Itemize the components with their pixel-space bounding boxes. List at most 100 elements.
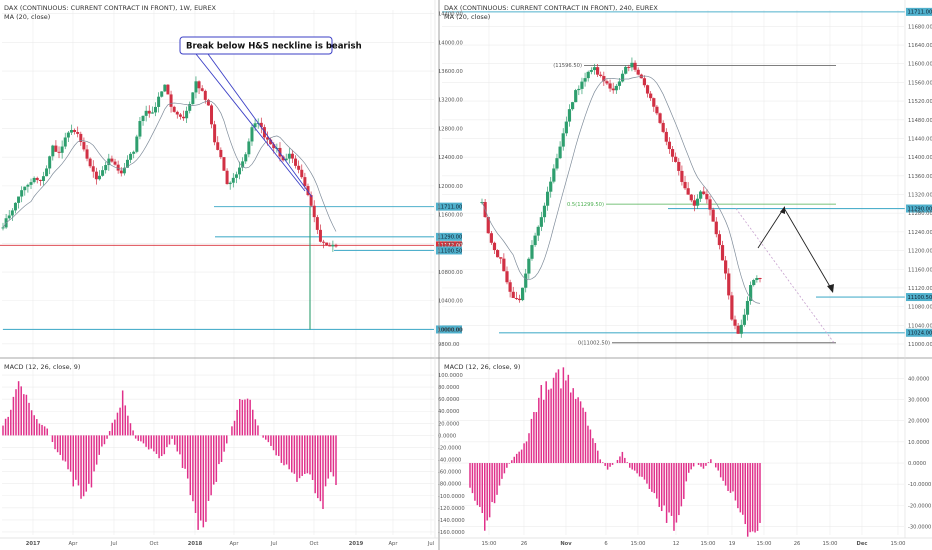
right-x-tick: 15:00 bbox=[631, 541, 646, 547]
left-candle bbox=[166, 84, 170, 95]
right-candle bbox=[661, 120, 665, 134]
right-price-y-tick: 11440.00 bbox=[908, 136, 932, 142]
right-candle bbox=[564, 116, 568, 137]
left-candle bbox=[60, 140, 64, 159]
right-candle bbox=[720, 240, 725, 261]
left-x-tick: Apr bbox=[389, 541, 399, 547]
right-candle bbox=[633, 60, 637, 72]
left-candle bbox=[82, 137, 86, 152]
right-macd-y-tick: 20.0000 bbox=[908, 419, 929, 425]
left-candle bbox=[101, 166, 105, 177]
right-candle bbox=[739, 319, 743, 338]
left-candle bbox=[116, 160, 120, 174]
forecast-arrow[interactable] bbox=[757, 207, 833, 291]
right-candle bbox=[595, 63, 600, 78]
left-candle bbox=[45, 165, 49, 177]
left-candle bbox=[141, 115, 145, 126]
left-candle bbox=[210, 103, 214, 129]
left-candle bbox=[194, 76, 198, 99]
right-candle bbox=[483, 198, 487, 218]
left-candle bbox=[178, 112, 182, 120]
left-candle bbox=[284, 153, 288, 161]
left-candle bbox=[312, 200, 316, 223]
right-candle bbox=[589, 67, 593, 75]
left-price-tag: 11711.00 bbox=[436, 202, 462, 211]
left-macd-y-tick: -120.0000 bbox=[438, 506, 465, 512]
right-candle bbox=[655, 105, 659, 116]
right-candle bbox=[527, 257, 531, 279]
right-candle bbox=[608, 79, 612, 92]
left-candle bbox=[138, 116, 142, 140]
left-candle bbox=[247, 138, 251, 158]
right-candle bbox=[636, 67, 640, 76]
left-candle bbox=[17, 196, 21, 209]
left-candle bbox=[328, 242, 332, 247]
right-candle bbox=[727, 268, 731, 300]
left-candle bbox=[10, 208, 14, 221]
left-candle bbox=[129, 151, 133, 164]
left-candle bbox=[69, 124, 73, 136]
right-price-y-tick: 11360.00 bbox=[908, 174, 932, 180]
right-candle bbox=[524, 268, 528, 293]
right-x-tick: 26 bbox=[794, 541, 801, 547]
right-candle bbox=[745, 296, 750, 321]
left-price-y-tick: 14000.00 bbox=[438, 40, 463, 46]
left-x-tick: 2019 bbox=[349, 541, 364, 547]
right-candle bbox=[561, 128, 565, 151]
right-candle bbox=[658, 112, 662, 125]
right-macd-y-tick: -20.0000 bbox=[908, 503, 931, 509]
right-price-tag: 11100.50 bbox=[906, 293, 932, 302]
left-price-y-tick: 12000.00 bbox=[438, 184, 463, 190]
right-candle bbox=[511, 286, 515, 299]
left-candle bbox=[153, 102, 157, 117]
left-candle bbox=[325, 242, 329, 246]
candles-layer bbox=[1, 57, 762, 338]
left-price-y-tick: 10000.00 bbox=[438, 327, 463, 333]
right-candle bbox=[627, 64, 631, 72]
forecast-arrowhead bbox=[780, 206, 785, 214]
left-candle bbox=[191, 92, 195, 106]
right-candle bbox=[486, 216, 490, 234]
left-price-y-tick: 13600.00 bbox=[438, 69, 463, 75]
right-candle bbox=[642, 75, 647, 88]
right-price-y-tick: 11120.00 bbox=[908, 286, 932, 292]
left-candle bbox=[250, 123, 254, 146]
annotation-layer[interactable]: Break below H&S neckline is bearish bbox=[179, 36, 835, 344]
hs-annotation-callout[interactable]: Break below H&S neckline is bearish bbox=[179, 36, 362, 55]
left-x-tick: Oct bbox=[310, 541, 319, 547]
right-x-tick: 15:00 bbox=[891, 541, 906, 547]
right-candle bbox=[567, 104, 572, 127]
right-candle bbox=[649, 91, 653, 101]
right-candle bbox=[517, 294, 522, 303]
levels-layer[interactable]: 11711.0011290.0011172.0011100.5010000.00… bbox=[0, 7, 932, 347]
left-candle bbox=[169, 90, 173, 113]
left-candle bbox=[110, 155, 114, 163]
left-candle bbox=[213, 120, 217, 146]
left-candle bbox=[20, 186, 24, 203]
right-candle bbox=[717, 230, 721, 250]
left-candle bbox=[104, 161, 108, 174]
svg-text:11290.00: 11290.00 bbox=[908, 206, 932, 212]
left-candle bbox=[13, 202, 17, 214]
right-macd-y-tick: 0.0000 bbox=[908, 461, 926, 467]
left-candle bbox=[206, 98, 210, 106]
right-candle bbox=[605, 79, 609, 85]
right-candle bbox=[708, 195, 712, 216]
left-candle bbox=[269, 137, 273, 145]
left-candle bbox=[318, 224, 322, 243]
left-candle bbox=[35, 176, 39, 184]
left-candle bbox=[160, 91, 164, 98]
right-candle bbox=[755, 275, 759, 283]
left-macd-y-tick: -160.0000 bbox=[438, 530, 465, 536]
right-price-tag: 11024.00 bbox=[906, 328, 932, 337]
right-fib-label: 0.5(11299.50) bbox=[567, 202, 604, 208]
right-candle bbox=[733, 315, 737, 330]
right-candle bbox=[536, 225, 540, 242]
right-candle bbox=[496, 249, 500, 258]
right-x-tick: 19 bbox=[729, 541, 736, 547]
left-candle bbox=[228, 181, 232, 190]
left-candle bbox=[85, 144, 89, 162]
right-candle bbox=[592, 63, 597, 75]
left-candle bbox=[241, 157, 245, 172]
